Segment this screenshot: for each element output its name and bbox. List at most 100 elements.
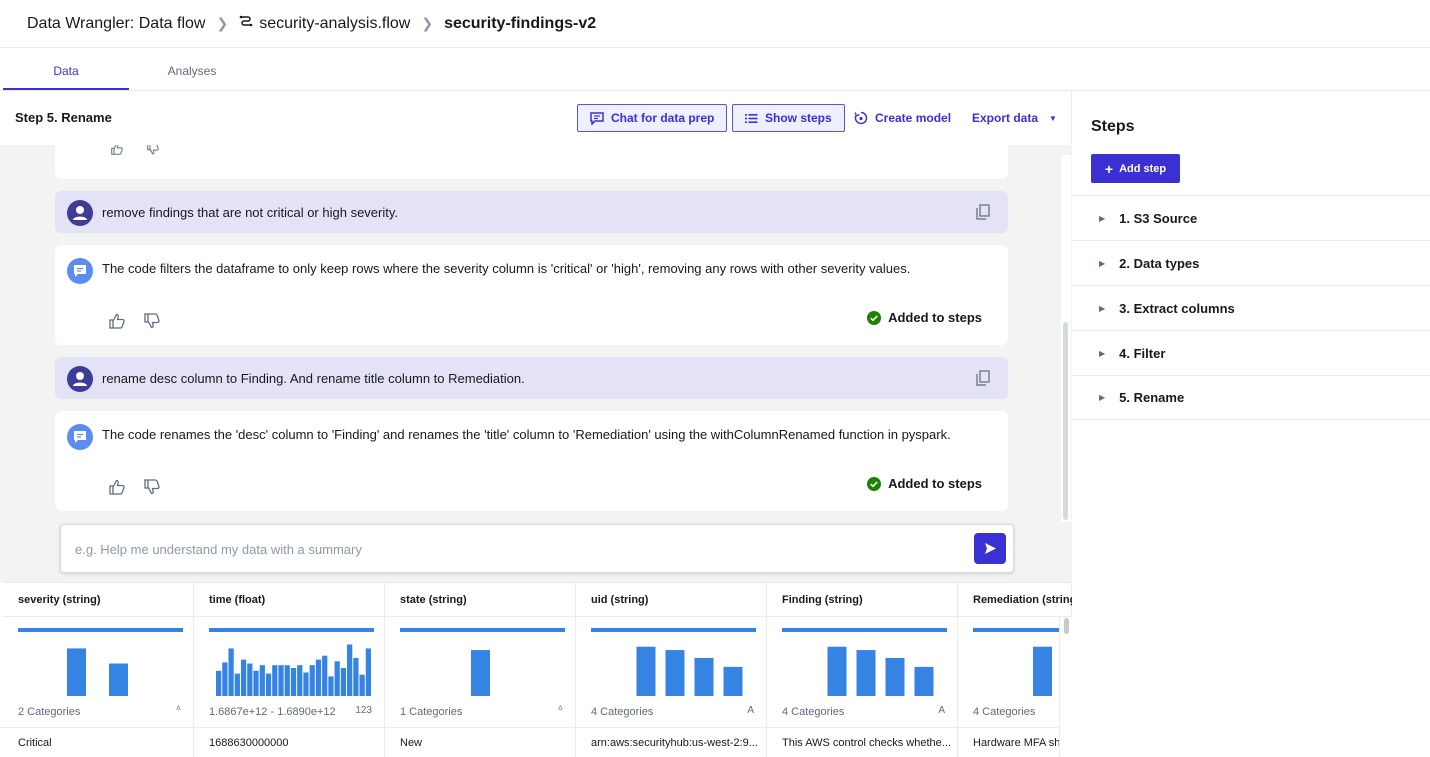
- table-cell[interactable]: arn:aws:securityhub:us-west-2:9...: [591, 737, 758, 749]
- message-text: rename desc column to Finding. And renam…: [102, 371, 525, 386]
- chat-scrollbar[interactable]: [1061, 155, 1071, 522]
- breadcrumb-root[interactable]: Data Wrangler: Data flow: [27, 14, 206, 32]
- chat-for-data-prep-button[interactable]: Chat for data prep: [577, 104, 728, 132]
- histogram-bar: [222, 662, 228, 696]
- thumbs-down-icon[interactable]: [144, 313, 160, 329]
- tab-analyses[interactable]: Analyses: [167, 64, 217, 78]
- categorical-icon: ᐞ: [557, 705, 563, 716]
- column-header[interactable]: Finding (string): [767, 582, 957, 617]
- caret-right-icon: ▶: [1099, 393, 1106, 402]
- data-table: severity (string) 2 Categories ᐞ Critical ti…: [0, 582, 1072, 757]
- histogram-bar: [914, 666, 934, 696]
- histogram-bar: [322, 655, 328, 696]
- table-column: Remediation (string) 4 Categories Hardware…: [958, 582, 1072, 757]
- caret-down-icon: ▼: [1049, 113, 1057, 123]
- column-quality-bar: [782, 628, 947, 632]
- assistant-chat-icon: [67, 424, 93, 450]
- steps-panel: Steps + Add step ▶ 1. S3 Source ▶ 2. Dat…: [1072, 91, 1430, 757]
- step-item-s3-source[interactable]: ▶ 1. S3 Source: [1072, 195, 1430, 240]
- step-label: 2. Data types: [1119, 255, 1200, 271]
- show-steps-button[interactable]: Show steps: [732, 104, 845, 132]
- user-message: remove findings that are not critical or…: [55, 191, 1008, 233]
- message-text: The code renames the 'desc' column to 'F…: [102, 427, 951, 442]
- column-header[interactable]: severity (string): [3, 582, 193, 617]
- histogram-bar: [723, 666, 743, 696]
- assistant-chat-icon: [67, 258, 93, 284]
- histogram-bar: [290, 668, 297, 696]
- assistant-message: The code filters the dataframe to only k…: [55, 245, 1008, 345]
- copy-icon[interactable]: [976, 370, 990, 386]
- status-text: Added to steps: [888, 476, 982, 491]
- breadcrumb-flow[interactable]: security-analysis.flow: [259, 14, 411, 32]
- thumbs-up-icon[interactable]: [109, 479, 125, 495]
- table-scrollbar[interactable]: [1059, 617, 1072, 757]
- step-label: 4. Filter: [1119, 345, 1166, 361]
- histogram-bar: [216, 670, 222, 696]
- histogram-bar: [253, 670, 259, 696]
- column-quality-bar: [591, 628, 756, 632]
- histogram-bar: [272, 665, 278, 696]
- table-cell[interactable]: 1688630000000: [209, 737, 289, 749]
- table-column: Finding (string) 4 Categories A This AWS co…: [767, 582, 958, 757]
- tab-data[interactable]: Data: [3, 48, 129, 90]
- breadcrumb-current: security-findings-v2: [444, 14, 597, 32]
- copy-icon[interactable]: [976, 204, 990, 220]
- create-model-button[interactable]: Create model: [842, 104, 963, 132]
- chevron-right-icon: ❯: [421, 15, 434, 31]
- step-item-rename[interactable]: ▶ 5. Rename: [1072, 375, 1430, 420]
- column-header[interactable]: time (float): [194, 582, 384, 617]
- column-header[interactable]: state (string): [385, 582, 575, 617]
- chevron-right-icon: ❯: [216, 15, 229, 31]
- table-cell[interactable]: Hardware MFA sho...: [973, 737, 1072, 749]
- step-item-filter[interactable]: ▶ 4. Filter: [1072, 330, 1430, 375]
- categorical-icon: ᐞ: [175, 705, 181, 716]
- histogram-bar: [471, 650, 490, 696]
- thumbs-down-icon[interactable]: [144, 479, 160, 495]
- message-text: The code filters the dataframe to only k…: [102, 261, 911, 276]
- histogram-bar: [1033, 646, 1052, 696]
- thumbs-down-icon[interactable]: [145, 145, 161, 155]
- plus-icon: +: [1104, 160, 1114, 177]
- column-summary: 4 Categories: [973, 706, 1036, 718]
- histogram-bar: [353, 657, 359, 696]
- histogram-bar: [309, 665, 315, 696]
- add-step-button[interactable]: + Add step: [1091, 154, 1180, 183]
- show-steps-label: Show steps: [765, 111, 832, 125]
- table-column: state (string) 1 Categories ᐞ New: [385, 582, 576, 757]
- thumbs-up-icon[interactable]: [109, 313, 125, 329]
- histogram-bar: [247, 663, 253, 696]
- table-cell[interactable]: Critical: [18, 737, 52, 749]
- scrollbar-thumb[interactable]: [1063, 322, 1068, 520]
- caret-right-icon: ▶: [1099, 258, 1106, 268]
- column-header[interactable]: Remediation (string): [958, 582, 1072, 617]
- step-title: Step 5. Rename: [15, 110, 112, 125]
- step-label: 1. S3 Source: [1119, 210, 1198, 226]
- chat-input-container: [60, 524, 1014, 573]
- histogram-bar: [359, 674, 365, 696]
- chat-input[interactable]: [75, 538, 955, 560]
- column-header[interactable]: uid (string): [576, 582, 766, 617]
- table-cell[interactable]: New: [400, 737, 423, 749]
- thumbs-up-icon[interactable]: [109, 145, 125, 155]
- histogram-bar: [228, 648, 234, 696]
- caret-right-icon: ▶: [1099, 303, 1106, 313]
- table-column: severity (string) 2 Categories ᐞ Critical: [3, 582, 194, 757]
- numeric-icon: 123: [355, 705, 372, 716]
- chat-button-label: Chat for data prep: [611, 111, 715, 125]
- table-cell[interactable]: This AWS control checks whethe...: [782, 737, 951, 749]
- histogram-bar: [694, 657, 714, 696]
- step-item-extract-columns[interactable]: ▶ 3. Extract columns: [1072, 285, 1430, 330]
- export-data-button[interactable]: Export data ▼: [960, 104, 1069, 132]
- histogram-bar: [303, 672, 309, 696]
- histogram-bar: [240, 659, 247, 696]
- histogram-bar: [265, 673, 272, 696]
- scrollbar-thumb[interactable]: [1064, 618, 1069, 634]
- step-item-data-types[interactable]: ▶ 2. Data types: [1072, 240, 1430, 285]
- histogram-bar: [636, 646, 656, 696]
- histogram-bar: [67, 648, 86, 696]
- step-label: 3. Extract columns: [1119, 300, 1235, 316]
- chat-panel: remove findings that are not critical or…: [0, 145, 1072, 582]
- histogram-bar: [328, 676, 334, 696]
- send-button[interactable]: [974, 533, 1006, 564]
